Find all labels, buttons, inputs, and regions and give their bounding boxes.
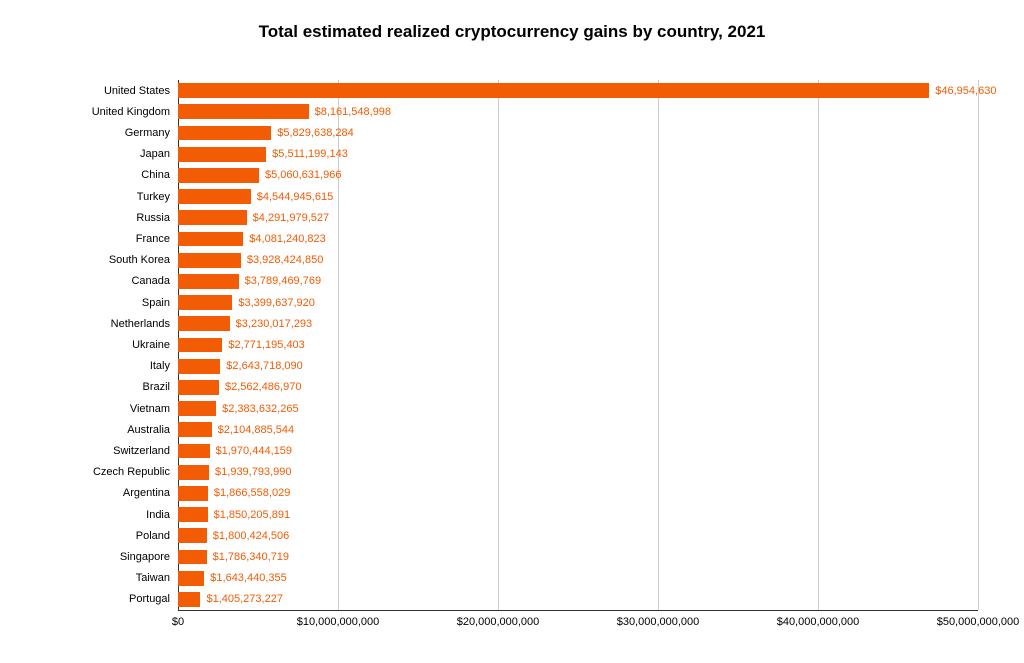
grid-line (658, 80, 659, 610)
y-tick-label: United States (104, 85, 170, 97)
y-tick-label: Portugal (129, 593, 170, 605)
x-tick-label: $50,000,000,000 (937, 616, 1020, 628)
bar (178, 168, 259, 183)
y-tick-label: Singapore (120, 551, 170, 563)
bar-value-label: $2,771,195,403 (228, 339, 304, 351)
bar (178, 422, 212, 437)
grid-line (818, 80, 819, 610)
bar (178, 316, 230, 331)
bar-value-label: $4,544,945,615 (257, 191, 333, 203)
x-tick-label: $40,000,000,000 (777, 616, 860, 628)
y-tick-label: India (146, 509, 170, 521)
bar (178, 486, 208, 501)
bar-value-label: $2,562,486,970 (225, 381, 301, 393)
y-tick-label: Turkey (137, 191, 170, 203)
bar (178, 571, 204, 586)
grid-line (978, 80, 979, 610)
bar (178, 338, 222, 353)
bar-value-label: $5,060,631,966 (265, 169, 341, 181)
y-tick-label: Spain (142, 297, 170, 309)
y-tick-label: Ukraine (132, 339, 170, 351)
y-tick-label: Vietnam (130, 403, 170, 415)
grid-line (498, 80, 499, 610)
y-tick-label: Brazil (142, 381, 170, 393)
bar (178, 444, 210, 459)
bar-value-label: $1,866,558,029 (214, 487, 290, 499)
bar-value-label: $1,970,444,159 (216, 445, 292, 457)
bar (178, 401, 216, 416)
bar-value-label: $4,081,240,823 (249, 233, 325, 245)
x-tick-label: $20,000,000,000 (457, 616, 540, 628)
bar-value-label: $2,643,718,090 (226, 360, 302, 372)
bar-value-label: $1,800,424,506 (213, 530, 289, 542)
bar-value-label: $3,230,017,293 (236, 318, 312, 330)
bar-value-label: $2,104,885,544 (218, 424, 294, 436)
bar (178, 147, 266, 162)
bar (178, 274, 239, 289)
y-tick-label: Japan (140, 148, 170, 160)
y-tick-label: United Kingdom (92, 106, 170, 118)
y-tick-label: South Korea (109, 254, 170, 266)
bar-value-label: $3,399,637,920 (238, 297, 314, 309)
bar-value-label: $8,161,548,998 (315, 106, 391, 118)
bar-value-label: $1,643,440,355 (210, 572, 286, 584)
y-tick-label: Czech Republic (93, 466, 170, 478)
crypto-gains-chart: Total estimated realized cryptocurrency … (0, 0, 1024, 663)
bar-value-label: $1,786,340,719 (213, 551, 289, 563)
y-tick-label: China (141, 169, 170, 181)
bar (178, 507, 208, 522)
y-tick-label: Russia (136, 212, 170, 224)
bar-value-label: $5,829,638,284 (277, 127, 353, 139)
bar-value-label: $1,850,205,891 (214, 509, 290, 521)
bar (178, 232, 243, 247)
chart-title: Total estimated realized cryptocurrency … (0, 22, 1024, 42)
bar (178, 83, 929, 98)
bar (178, 126, 271, 141)
bar-value-label: $46,954,630 (935, 85, 996, 97)
bar-value-label: $4,291,979,527 (253, 212, 329, 224)
bar (178, 189, 251, 204)
y-tick-label: Argentina (123, 487, 170, 499)
bar (178, 104, 309, 119)
bar (178, 253, 241, 268)
y-tick-label: Poland (136, 530, 170, 542)
bar-value-label: $3,928,424,850 (247, 254, 323, 266)
bar (178, 550, 207, 565)
y-tick-label: Taiwan (136, 572, 170, 584)
bar-value-label: $5,511,199,143 (272, 148, 348, 160)
bar-value-label: $3,789,469,769 (245, 275, 321, 287)
bar (178, 465, 209, 480)
bar (178, 528, 207, 543)
y-tick-label: Italy (150, 360, 170, 372)
y-tick-label: France (136, 233, 170, 245)
x-axis-line (178, 610, 978, 611)
y-tick-label: Germany (125, 127, 170, 139)
x-tick-label: $30,000,000,000 (617, 616, 700, 628)
bar (178, 210, 247, 225)
bar-value-label: $1,939,793,990 (215, 466, 291, 478)
plot-area: $0$10,000,000,000$20,000,000,000$30,000,… (178, 80, 978, 610)
bar (178, 380, 219, 395)
bar (178, 295, 232, 310)
y-tick-label: Canada (131, 275, 170, 287)
y-tick-label: Netherlands (111, 318, 170, 330)
y-tick-label: Switzerland (113, 445, 170, 457)
bar-value-label: $1,405,273,227 (206, 593, 282, 605)
bar-value-label: $2,383,632,265 (222, 403, 298, 415)
y-tick-label: Australia (127, 424, 170, 436)
bar (178, 359, 220, 374)
x-tick-label: $10,000,000,000 (297, 616, 380, 628)
bar (178, 592, 200, 607)
x-tick-label: $0 (172, 616, 184, 628)
